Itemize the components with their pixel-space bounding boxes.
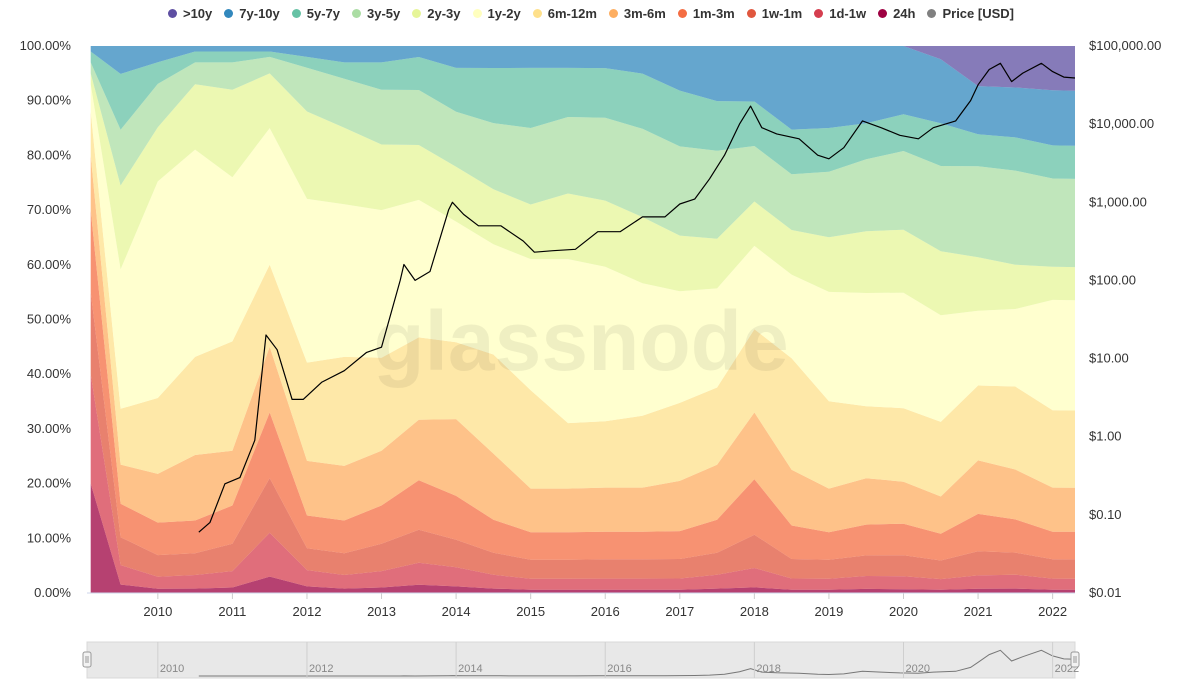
area-series--10y [90, 46, 1075, 91]
handle-grip-icon [1070, 651, 1080, 668]
y-left-tick-label: 50.00% [27, 312, 72, 327]
legend-item[interactable]: Price [USD] [927, 6, 1014, 21]
legend-item[interactable]: 7y-10y [224, 6, 280, 21]
legend-swatch-icon [814, 9, 824, 18]
legend-item[interactable]: >10y [167, 6, 213, 21]
y-left-tick-label: 20.00% [27, 476, 72, 491]
area-series-7y-10y [90, 46, 1075, 146]
legend: >10y 7y-10y 5y-7y 3y-5y 2y-3y 1y-2y 6m-12m 3m-6… [0, 6, 1182, 21]
navigator-tick-label: 2020 [905, 663, 929, 675]
legend-label: Price [USD] [942, 6, 1014, 21]
legend-item[interactable]: 1w-1m [746, 6, 803, 21]
legend-item[interactable]: 1d-1w [814, 6, 866, 21]
navigator-tick-label: 2016 [607, 663, 631, 675]
y-right-tick-label: $1,000.00 [1089, 194, 1147, 209]
area-series-1m-3m [90, 210, 1075, 561]
y-left-tick-label: 80.00% [27, 147, 72, 162]
legend-item[interactable]: 3m-6m [608, 6, 666, 21]
area-series-3y-5y [90, 56, 1075, 268]
legend-label: 1y-2y [487, 6, 521, 21]
y-right-tick-label: $10.00 [1089, 351, 1129, 366]
y-left-tick-label: 90.00% [27, 93, 72, 108]
x-tick-label: 2018 [740, 604, 769, 619]
legend-label: 5y-7y [306, 6, 341, 21]
navigator[interactable]: 2010 2012 2014 2016 2018 2020 2022 [82, 641, 1080, 679]
price-line [198, 62, 1076, 533]
legend-swatch-icon [927, 9, 937, 18]
y-right-tick-label: $1.00 [1089, 429, 1122, 444]
legend-label: 24h [893, 6, 916, 21]
y-left-tick-label: 60.00% [27, 257, 72, 272]
x-tick-label: 2017 [665, 604, 694, 619]
y-right-tick-label: $100.00 [1089, 272, 1136, 287]
navigator-tick-label: 2018 [756, 663, 780, 675]
legend-item[interactable]: 5y-7y [291, 6, 341, 21]
navigator-price-line [198, 649, 1076, 677]
x-tick-label: 2016 [591, 604, 620, 619]
legend-label: 1w-1m [761, 6, 803, 21]
x-tick-label: 2010 [143, 604, 172, 619]
legend-swatch-icon [472, 9, 482, 18]
y-left-tick-label: 10.00% [27, 530, 72, 545]
x-tick-label: 2011 [218, 604, 246, 619]
legend-item[interactable]: 3y-5y [352, 6, 400, 21]
y-left-tick-label: 0.00% [34, 585, 71, 600]
y-left-tick-label: 70.00% [27, 202, 72, 217]
y-right-tick-label: $0.10 [1089, 507, 1122, 522]
area-series-3m-6m [90, 155, 1075, 534]
y-right-tick-label: $0.01 [1089, 585, 1122, 600]
area-series-6m-12m [90, 111, 1075, 497]
area-series-1y-2y [90, 84, 1075, 424]
x-tick-label: 2012 [293, 604, 322, 619]
x-tick-label: 2021 [964, 604, 993, 619]
navigator-tick-label: 2014 [458, 663, 482, 675]
legend-label: 1m-3m [692, 6, 735, 21]
area-series-5y-7y [90, 51, 1075, 179]
legend-item[interactable]: 1y-2y [472, 6, 521, 21]
legend-swatch-icon [608, 9, 618, 18]
legend-swatch-icon [291, 9, 301, 18]
legend-swatch-icon [677, 9, 687, 18]
legend-swatch-icon [532, 9, 542, 18]
x-tick-label: 2020 [889, 604, 918, 619]
x-tick-label: 2013 [367, 604, 396, 619]
x-tick-label: 2022 [1038, 604, 1067, 619]
navigator-left-handle[interactable] [82, 651, 92, 668]
legend-label: 2y-3y [427, 6, 461, 21]
legend-label: 7y-10y [239, 6, 280, 21]
legend-item[interactable]: 1m-3m [677, 6, 735, 21]
legend-swatch-icon [224, 9, 234, 18]
legend-swatch-icon [746, 9, 756, 18]
y-right-tick-label: $10,000.00 [1089, 116, 1154, 131]
y-left-tick-label: 100.00% [20, 38, 72, 53]
legend-label: 1d-1w [829, 6, 867, 21]
legend-item[interactable]: 2y-3y [412, 6, 461, 21]
legend-swatch-icon [878, 9, 888, 18]
x-tick-label: 2014 [442, 604, 471, 619]
legend-item[interactable]: 24h [878, 6, 915, 21]
navigator-tick-label: 2010 [160, 663, 184, 675]
area-series-2y-3y [90, 73, 1075, 316]
navigator-track[interactable] [86, 641, 1076, 679]
x-tick-label: 2019 [814, 604, 843, 619]
legend-label: 3y-5y [367, 6, 401, 21]
legend-item[interactable]: 6m-12m [532, 6, 597, 21]
handle-grip-icon [82, 651, 92, 668]
legend-swatch-icon [352, 9, 362, 18]
navigator-tick-label: 2012 [309, 663, 333, 675]
legend-swatch-icon [412, 9, 422, 18]
y-left-tick-label: 30.00% [27, 421, 72, 436]
legend-swatch-icon [167, 9, 177, 18]
area-layers [90, 46, 1075, 593]
watermark-text: glassnode [373, 294, 788, 388]
legend-label: 3m-6m [623, 6, 666, 21]
y-left-tick-label: 40.00% [27, 366, 72, 381]
y-right-tick-label: $100,000.00 [1089, 38, 1161, 53]
navigator-right-handle[interactable] [1070, 651, 1080, 668]
x-tick-label: 2015 [516, 604, 545, 619]
legend-label: 6m-12m [547, 6, 597, 21]
legend-label: >10y [182, 6, 213, 21]
